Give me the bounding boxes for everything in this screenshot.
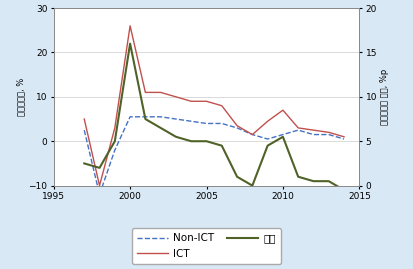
ICT [342, 135, 347, 138]
자이 [235, 175, 240, 178]
Non-ICT [204, 122, 209, 125]
Non-ICT [296, 129, 301, 132]
ICT [250, 133, 255, 136]
Non-ICT [311, 133, 316, 136]
자이 [97, 166, 102, 169]
Non-ICT [173, 117, 178, 121]
자이 [158, 126, 163, 129]
자이 [82, 162, 87, 165]
자이 [189, 140, 194, 143]
자이 [219, 144, 224, 147]
ICT [112, 126, 117, 129]
Non-ICT [280, 133, 285, 136]
ICT [143, 91, 148, 94]
ICT [189, 100, 194, 103]
자이 [265, 144, 270, 147]
ICT [173, 95, 178, 98]
자이 [112, 140, 117, 143]
자이 [250, 184, 255, 187]
자이 [296, 175, 301, 178]
Non-ICT [189, 120, 194, 123]
Non-ICT [265, 137, 270, 141]
ICT [97, 184, 102, 187]
Y-axis label: 고용증가율, %: 고용증가율, % [17, 78, 26, 116]
Line: ICT: ICT [84, 26, 344, 186]
ICT [219, 104, 224, 107]
자이 [280, 135, 285, 138]
ICT [158, 91, 163, 94]
자이 [204, 140, 209, 143]
ICT [296, 126, 301, 129]
자이 [173, 135, 178, 138]
Line: 자이: 자이 [84, 44, 344, 190]
Non-ICT [82, 129, 87, 132]
ICT [311, 129, 316, 132]
Non-ICT [342, 137, 347, 141]
Legend: Non-ICT, ICT, 자이: Non-ICT, ICT, 자이 [132, 228, 281, 264]
ICT [265, 120, 270, 123]
ICT [204, 100, 209, 103]
자이 [143, 117, 148, 121]
자이 [342, 188, 347, 192]
ICT [280, 108, 285, 112]
Non-ICT [250, 133, 255, 136]
자이 [326, 180, 331, 183]
Non-ICT [158, 115, 163, 118]
Non-ICT [326, 133, 331, 136]
Non-ICT [97, 193, 102, 196]
자이 [311, 180, 316, 183]
ICT [82, 117, 87, 121]
Non-ICT [235, 126, 240, 129]
ICT [235, 124, 240, 127]
Non-ICT [112, 148, 117, 152]
Non-ICT [219, 122, 224, 125]
Y-axis label: 고용증가율 차이, %p: 고용증가율 차이, %p [380, 69, 389, 125]
ICT [128, 24, 133, 27]
Non-ICT [128, 115, 133, 118]
자이 [128, 42, 133, 45]
Line: Non-ICT: Non-ICT [84, 117, 344, 194]
Non-ICT [143, 115, 148, 118]
ICT [326, 131, 331, 134]
